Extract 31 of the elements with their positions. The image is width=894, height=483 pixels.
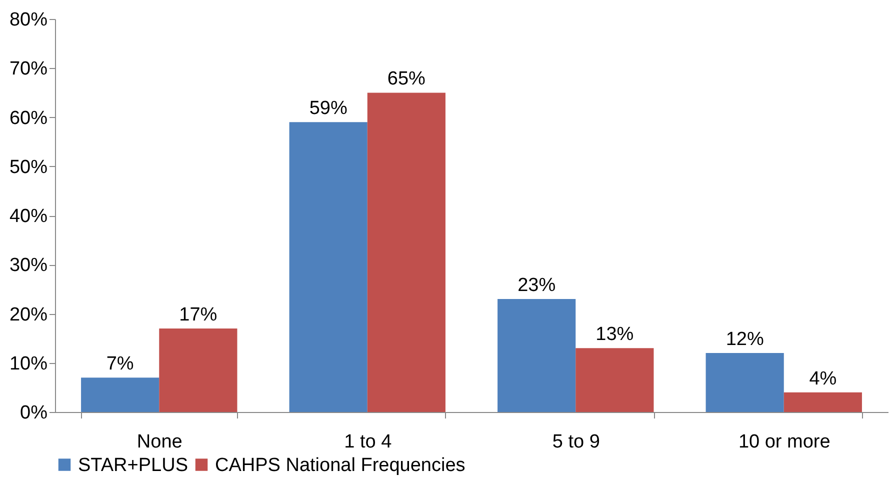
y-tick-label: 40% <box>9 206 48 227</box>
y-tick-label: 70% <box>9 58 48 80</box>
legend-label: CAHPS National Frequencies <box>215 454 466 476</box>
y-tick-label: 20% <box>9 304 48 326</box>
data-label: 7% <box>106 354 134 375</box>
data-label: 4% <box>809 368 837 390</box>
data-label: 17% <box>179 304 218 326</box>
data-label: 13% <box>596 324 634 346</box>
bar <box>784 392 862 412</box>
data-label: 23% <box>518 275 556 296</box>
bar <box>367 92 446 412</box>
bar <box>81 378 160 412</box>
bar <box>706 353 784 412</box>
bar <box>498 299 576 412</box>
legend-label: STAR+PLUS <box>78 454 188 476</box>
x-tick-label: 10 or more <box>738 432 830 452</box>
data-label: 12% <box>726 329 764 350</box>
data-label: 65% <box>387 68 426 90</box>
y-tick-label: 60% <box>9 108 48 129</box>
y-tick-label: 30% <box>9 255 48 276</box>
y-tick-label: 0% <box>20 402 48 424</box>
y-tick-label: 10% <box>9 353 48 374</box>
data-label: 59% <box>309 98 348 120</box>
bar <box>159 328 238 412</box>
bar <box>576 348 654 412</box>
x-tick-label: 5 to 9 <box>552 432 600 452</box>
y-tick-label: 80% <box>9 10 48 30</box>
bar <box>289 122 368 412</box>
y-tick-label: 50% <box>9 156 48 178</box>
x-tick-label: None <box>136 432 182 452</box>
x-tick-label: 1 to 4 <box>344 432 392 452</box>
